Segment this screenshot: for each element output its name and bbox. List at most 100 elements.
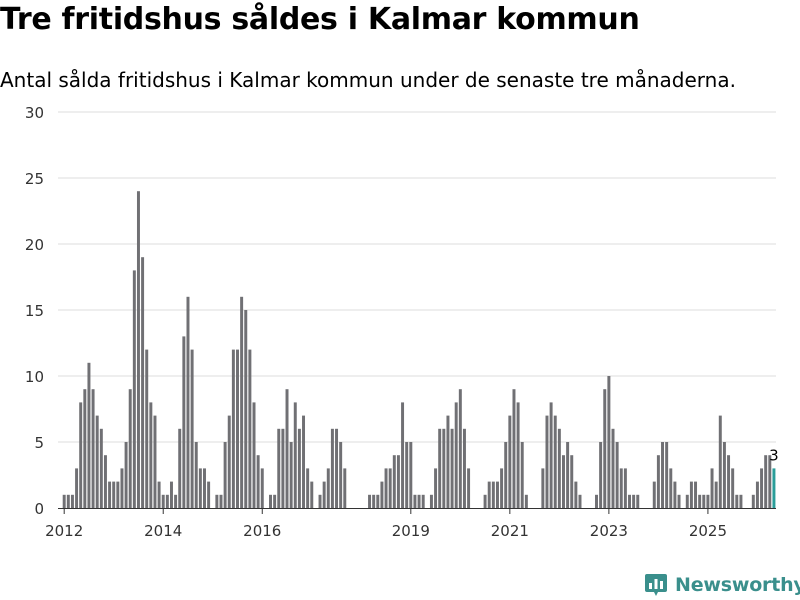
bar (384, 468, 388, 508)
bar (62, 494, 66, 508)
bar (702, 494, 706, 508)
bar (66, 494, 70, 508)
bar (194, 442, 198, 508)
bar (169, 481, 173, 508)
bar (240, 296, 244, 508)
y-tick-label: 15 (25, 302, 44, 320)
chart-subtitle: Antal sålda fritidshus i Kalmar kommun u… (0, 68, 736, 92)
bar (768, 455, 772, 508)
bar (281, 428, 285, 508)
bar (318, 494, 322, 508)
bar (75, 468, 79, 508)
x-tick-label: 2014 (144, 522, 182, 540)
bar (442, 428, 446, 508)
bar (203, 468, 206, 508)
bar (751, 494, 755, 508)
bar (91, 389, 95, 508)
bar (120, 468, 124, 508)
bar (413, 494, 417, 508)
bar (722, 442, 726, 508)
x-tick-label: 2019 (392, 522, 430, 540)
bar (322, 481, 326, 508)
bar (665, 442, 669, 508)
bar (79, 402, 83, 508)
bar (368, 494, 372, 508)
bar (380, 481, 384, 508)
bar (178, 428, 182, 508)
bar (454, 402, 458, 508)
bar (599, 442, 603, 508)
bar (714, 481, 718, 508)
bar (483, 494, 487, 508)
bar (108, 481, 112, 508)
newsworthy-logo[interactable]: Newsworthy (645, 570, 800, 600)
bar (273, 494, 277, 508)
y-tick-label: 20 (25, 236, 44, 254)
bar (219, 494, 223, 508)
y-tick-label: 10 (25, 368, 44, 386)
bar (223, 442, 227, 508)
bar (689, 481, 693, 508)
bar (541, 468, 545, 508)
bar (429, 494, 433, 508)
bar (446, 415, 450, 508)
bar (302, 415, 306, 508)
bar (396, 455, 400, 508)
bar (628, 494, 631, 508)
bar (310, 481, 314, 508)
bar (603, 389, 607, 508)
bar (70, 494, 74, 508)
bar (103, 455, 107, 508)
x-tick-label: 2021 (491, 522, 529, 540)
bar (343, 468, 347, 508)
bar (504, 442, 508, 508)
x-tick-label: 2016 (243, 522, 281, 540)
y-tick-label: 30 (25, 104, 44, 122)
bar (248, 349, 252, 508)
bar (87, 362, 91, 508)
bar (372, 494, 376, 508)
bar (182, 336, 186, 508)
bar (669, 468, 673, 508)
bar (578, 494, 582, 508)
bar (673, 481, 677, 508)
bar (83, 389, 87, 508)
bar (652, 481, 656, 508)
bar (718, 415, 722, 508)
bar (112, 481, 116, 508)
bar (764, 455, 768, 508)
bar (500, 468, 504, 508)
bar (760, 468, 764, 508)
bar (335, 428, 339, 508)
bar (619, 468, 623, 508)
bar (417, 494, 421, 508)
bar (161, 494, 165, 508)
bar (615, 442, 619, 508)
bar (450, 428, 454, 508)
bar (735, 494, 739, 508)
bar (706, 494, 710, 508)
bar (145, 349, 149, 508)
bar (595, 494, 598, 508)
bar (409, 442, 413, 508)
bar (495, 481, 499, 508)
bar (562, 455, 565, 508)
bar (623, 468, 627, 508)
bar (198, 468, 202, 508)
bar (574, 481, 578, 508)
bar (153, 415, 157, 508)
x-tick-label: 2012 (45, 522, 83, 540)
chart-title: Tre fritidshus såldes i Kalmar kommun (0, 2, 640, 37)
bar (236, 349, 239, 508)
bar (611, 428, 615, 508)
bar (458, 389, 462, 508)
bar (401, 402, 405, 508)
bar (297, 428, 301, 508)
x-tick-label: 2023 (590, 522, 628, 540)
bar (132, 270, 136, 508)
bar (388, 468, 392, 508)
bar (207, 481, 211, 508)
bar (467, 468, 471, 508)
bar (731, 468, 735, 508)
bar (549, 402, 553, 508)
